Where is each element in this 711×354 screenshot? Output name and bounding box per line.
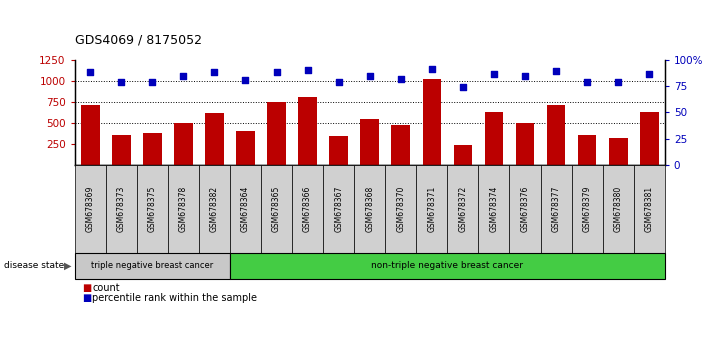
Text: GSM678371: GSM678371 <box>427 186 437 232</box>
Bar <box>485 112 503 165</box>
Bar <box>236 131 255 165</box>
Bar <box>515 123 535 165</box>
Bar <box>609 138 628 165</box>
Text: GSM678370: GSM678370 <box>396 185 405 232</box>
Point <box>240 78 251 83</box>
Point <box>457 84 469 90</box>
Text: GSM678367: GSM678367 <box>334 185 343 232</box>
Point <box>364 73 375 79</box>
Text: GSM678378: GSM678378 <box>179 186 188 232</box>
Bar <box>392 125 410 165</box>
Bar <box>454 145 472 165</box>
Bar <box>267 102 286 165</box>
Bar <box>547 105 565 165</box>
Point <box>582 79 593 85</box>
Bar <box>422 79 441 165</box>
Text: GDS4069 / 8175052: GDS4069 / 8175052 <box>75 33 202 46</box>
Point <box>395 76 407 81</box>
Point <box>116 79 127 85</box>
Text: GSM678364: GSM678364 <box>241 185 250 232</box>
Text: count: count <box>92 283 120 293</box>
Point <box>488 72 500 77</box>
Point <box>612 79 624 85</box>
Bar <box>81 105 100 165</box>
Bar <box>578 135 597 165</box>
Text: GSM678368: GSM678368 <box>365 186 374 232</box>
Point <box>209 69 220 75</box>
Text: GSM678366: GSM678366 <box>303 185 312 232</box>
Point <box>302 67 314 73</box>
Text: GSM678375: GSM678375 <box>148 185 157 232</box>
Text: GSM678372: GSM678372 <box>459 186 467 232</box>
Point <box>426 67 437 72</box>
Point <box>85 69 96 75</box>
Point <box>333 79 344 85</box>
Point <box>643 71 655 77</box>
Text: GSM678369: GSM678369 <box>86 185 95 232</box>
Text: GSM678377: GSM678377 <box>552 185 560 232</box>
Point <box>146 79 158 85</box>
Bar <box>174 123 193 165</box>
Point <box>519 73 530 79</box>
Text: non-triple negative breast cancer: non-triple negative breast cancer <box>371 261 523 270</box>
Text: disease state: disease state <box>4 261 64 270</box>
Text: GSM678380: GSM678380 <box>614 186 623 232</box>
Text: GSM678381: GSM678381 <box>645 186 653 232</box>
Bar <box>299 97 317 165</box>
Bar <box>112 135 131 165</box>
Text: ▶: ▶ <box>64 261 72 271</box>
Bar <box>640 112 658 165</box>
Text: ■: ■ <box>82 283 91 293</box>
Point <box>271 69 282 75</box>
Text: GSM678382: GSM678382 <box>210 186 219 232</box>
Bar <box>143 133 161 165</box>
Text: ■: ■ <box>82 293 91 303</box>
Text: GSM678376: GSM678376 <box>520 185 530 232</box>
Text: GSM678365: GSM678365 <box>272 185 281 232</box>
Bar <box>205 113 224 165</box>
Text: GSM678379: GSM678379 <box>582 185 592 232</box>
Text: GSM678373: GSM678373 <box>117 185 126 232</box>
Text: percentile rank within the sample: percentile rank within the sample <box>92 293 257 303</box>
Point <box>550 69 562 74</box>
Bar <box>329 136 348 165</box>
Bar <box>360 120 379 165</box>
Text: GSM678374: GSM678374 <box>489 185 498 232</box>
Point <box>178 73 189 79</box>
Text: triple negative breast cancer: triple negative breast cancer <box>91 261 213 270</box>
